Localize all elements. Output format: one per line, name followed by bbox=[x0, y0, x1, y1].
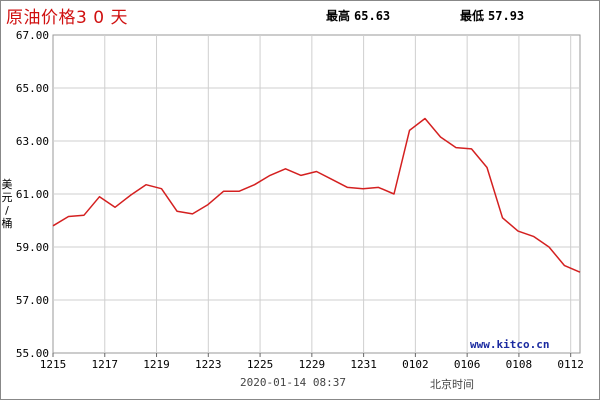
y-tick-label: 59.00 bbox=[16, 241, 49, 254]
low-label: 最低 bbox=[460, 9, 485, 23]
y-tick-label: 61.00 bbox=[16, 188, 49, 201]
high-stat: 最高 65.63 bbox=[326, 7, 390, 24]
y-axis-label: 美元 / 桶 bbox=[1, 178, 13, 230]
high-label: 最高 bbox=[326, 9, 351, 23]
y-tick-label: 65.00 bbox=[16, 82, 49, 95]
price-line bbox=[52, 117, 581, 273]
timestamp: 2020-01-14 08:37 bbox=[240, 376, 346, 389]
x-tick-label: 1219 bbox=[143, 358, 170, 371]
x-tick-label: 0108 bbox=[506, 358, 533, 371]
low-stat: 最低 57.93 bbox=[460, 7, 524, 24]
timezone-label: 北京时间 bbox=[430, 378, 474, 391]
y-tick-label: 63.00 bbox=[16, 135, 49, 148]
x-tick-label: 0112 bbox=[557, 358, 584, 371]
x-tick-label: 1215 bbox=[40, 358, 67, 371]
y-tick-label: 67.00 bbox=[16, 29, 49, 42]
x-tick-label: 0106 bbox=[454, 358, 481, 371]
x-tick-label: 0102 bbox=[402, 358, 429, 371]
chart-title: 原油价格3 0 天 bbox=[6, 8, 128, 28]
y-tick-label: 55.00 bbox=[16, 347, 49, 360]
y-tick-label: 57.00 bbox=[16, 294, 49, 307]
watermark[interactable]: www.kitco.cn bbox=[470, 338, 550, 351]
low-value: 57.93 bbox=[488, 9, 525, 23]
x-tick-label: 1231 bbox=[350, 358, 377, 371]
high-value: 65.63 bbox=[354, 9, 391, 23]
x-tick-label: 1217 bbox=[92, 358, 119, 371]
x-tick-label: 1225 bbox=[247, 358, 274, 371]
x-tick-label: 1229 bbox=[299, 358, 326, 371]
x-tick-label: 1223 bbox=[195, 358, 222, 371]
